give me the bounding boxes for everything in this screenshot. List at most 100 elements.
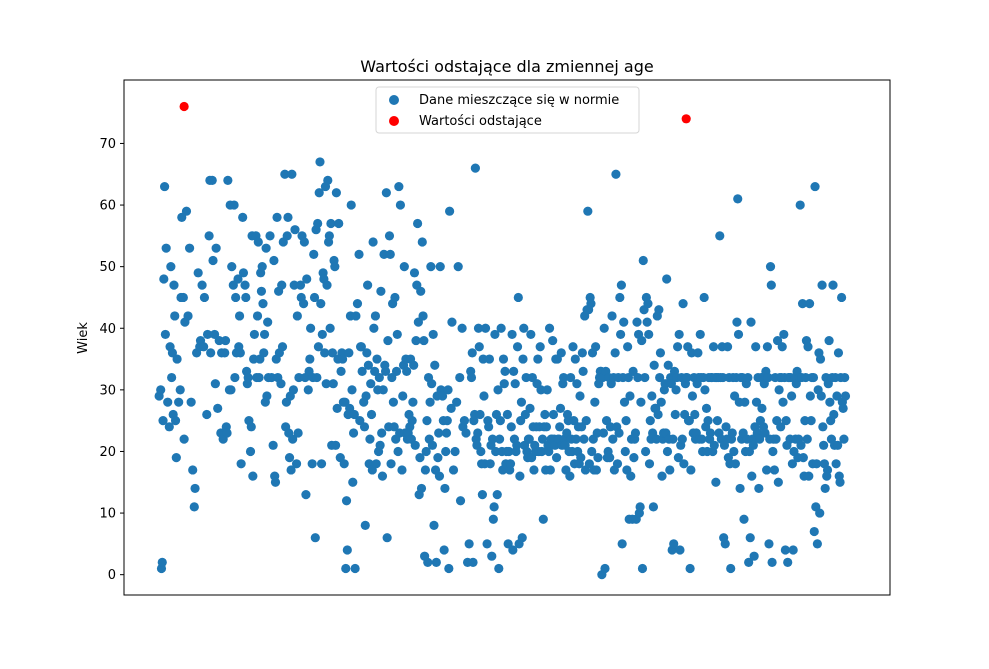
data-point-normal — [499, 379, 509, 389]
data-point-normal — [249, 329, 259, 340]
data-point-normal — [202, 329, 213, 340]
data-point-normal — [587, 446, 597, 457]
data-point-normal — [774, 385, 784, 395]
data-point-normal — [762, 465, 772, 475]
data-point-outlier — [179, 101, 189, 112]
data-point-normal — [815, 354, 826, 364]
data-point-normal — [484, 354, 495, 364]
data-point-normal — [679, 459, 689, 469]
data-point-normal — [211, 243, 221, 253]
data-point-normal — [517, 533, 527, 543]
data-point-normal — [669, 539, 679, 549]
data-point-normal — [616, 280, 626, 290]
data-point-normal — [494, 434, 505, 444]
data-point-normal — [174, 397, 184, 407]
data-point-normal — [494, 563, 504, 574]
data-point-normal — [537, 446, 547, 457]
data-point-normal — [512, 440, 522, 450]
data-point-normal — [261, 243, 271, 253]
data-point-normal — [473, 428, 483, 438]
data-point-normal — [605, 453, 615, 463]
data-point-normal — [276, 379, 286, 389]
data-point-normal — [301, 489, 311, 500]
data-point-normal — [516, 397, 527, 407]
data-point-normal — [798, 453, 808, 463]
data-point-normal — [568, 342, 578, 352]
data-point-normal — [377, 428, 387, 438]
data-point-normal — [222, 428, 232, 438]
data-point-normal — [293, 428, 303, 438]
data-point-normal — [356, 342, 366, 352]
data-point-normal — [673, 342, 683, 352]
data-point-normal — [796, 440, 806, 450]
data-point-normal — [369, 323, 379, 333]
data-point-normal — [341, 496, 352, 506]
y-tick-label: 20 — [99, 445, 116, 460]
data-point-normal — [507, 329, 517, 340]
data-point-normal — [166, 262, 176, 272]
data-point-normal — [581, 416, 591, 426]
data-point-normal — [633, 372, 643, 383]
data-point-normal — [336, 366, 346, 376]
data-point-normal — [292, 311, 302, 321]
data-point-normal — [578, 366, 588, 376]
data-point-normal — [437, 391, 448, 401]
data-point-normal — [389, 422, 399, 432]
data-point-normal — [230, 372, 240, 383]
data-point-normal — [674, 329, 684, 340]
data-point-normal — [258, 299, 268, 309]
data-point-normal — [354, 249, 364, 259]
data-point-normal — [427, 379, 437, 389]
data-point-normal — [357, 366, 367, 376]
data-point-normal — [745, 533, 755, 543]
data-point-normal — [640, 372, 650, 383]
data-point-normal — [810, 181, 820, 192]
data-point-normal — [248, 471, 258, 481]
data-point-normal — [487, 551, 497, 561]
data-point-normal — [386, 459, 396, 469]
data-point-normal — [496, 323, 506, 333]
data-point-normal — [638, 255, 648, 266]
data-point-normal — [366, 379, 376, 389]
series-normal-points — [154, 157, 851, 580]
data-point-normal — [298, 299, 309, 309]
data-point-normal — [257, 262, 267, 272]
data-point-normal — [240, 280, 250, 290]
data-point-normal — [330, 262, 340, 272]
data-point-normal — [763, 372, 773, 383]
data-point-normal — [156, 385, 166, 395]
data-point-normal — [445, 206, 455, 216]
data-point-normal — [544, 446, 554, 457]
data-point-normal — [839, 434, 849, 444]
data-point-normal — [374, 372, 384, 383]
data-point-normal — [362, 348, 372, 358]
data-point-normal — [541, 422, 552, 432]
data-point-normal — [673, 453, 683, 463]
data-point-normal — [169, 280, 179, 290]
data-point-normal — [208, 255, 218, 266]
data-point-normal — [566, 372, 576, 383]
data-point-normal — [649, 360, 659, 370]
data-point-normal — [591, 342, 601, 352]
data-point-normal — [733, 194, 743, 204]
data-point-normal — [393, 446, 403, 457]
data-point-normal — [351, 311, 361, 321]
data-point-normal — [476, 446, 486, 457]
data-point-normal — [822, 465, 833, 475]
data-point-normal — [170, 311, 180, 321]
data-point-normal — [675, 545, 685, 555]
data-point-normal — [475, 409, 485, 420]
data-point-normal — [368, 237, 378, 247]
data-point-normal — [408, 397, 418, 407]
data-point-normal — [181, 206, 192, 216]
data-point-normal — [197, 280, 207, 290]
data-point-normal — [644, 329, 654, 340]
data-point-normal — [290, 225, 300, 235]
data-point-normal — [188, 465, 198, 475]
data-point-normal — [572, 379, 582, 389]
y-tick-label: 10 — [99, 507, 116, 522]
data-point-normal — [835, 477, 845, 487]
data-point-normal — [175, 385, 185, 395]
data-point-normal — [282, 231, 292, 241]
data-point-normal — [220, 348, 230, 358]
